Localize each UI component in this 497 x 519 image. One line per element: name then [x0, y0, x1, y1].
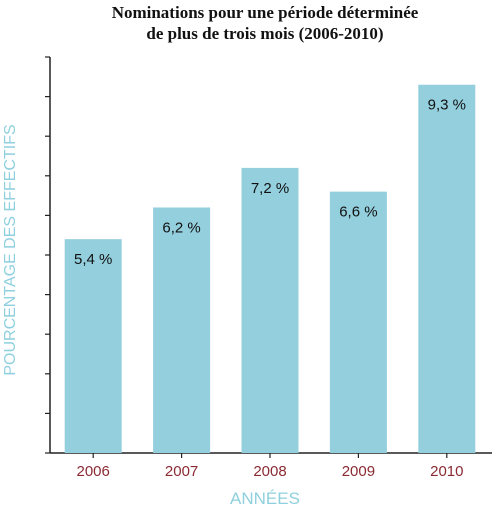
data-label-2009: 6,6 %: [339, 204, 377, 221]
x-tick-label-2009: 2009: [342, 463, 375, 480]
bar-2009: [329, 191, 387, 453]
data-label-2007: 6,2 %: [162, 219, 200, 236]
x-tick-label-2006: 2006: [77, 463, 110, 480]
data-label-2006: 5,4 %: [74, 251, 112, 268]
bar-2007: [153, 207, 211, 453]
data-label-2008: 7,2 %: [251, 180, 289, 197]
bar-2008: [241, 167, 299, 453]
x-tick-label-2007: 2007: [165, 463, 198, 480]
chart-title-line-1: Nominations pour une période déterminée: [111, 3, 419, 22]
bar-2006: [64, 239, 122, 453]
chart-title-line-2: de plus de trois mois (2006-2010): [146, 24, 384, 43]
x-tick-label-2010: 2010: [430, 463, 463, 480]
x-axis-title: ANNÉES: [230, 489, 300, 508]
x-tick-label-2008: 2008: [253, 463, 286, 480]
bar-2010: [418, 84, 476, 453]
data-label-2010: 9,3 %: [428, 97, 466, 114]
chart-title: Nominations pour une période déterminée …: [40, 2, 490, 44]
y-axis-title: POURCENTAGE DES EFFECTIFS: [2, 124, 19, 376]
